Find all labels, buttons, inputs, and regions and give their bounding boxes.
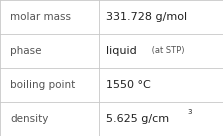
Text: boiling point: boiling point [10,80,75,90]
Text: 331.728 g/mol: 331.728 g/mol [106,12,187,22]
Text: liquid: liquid [106,46,137,56]
Text: phase: phase [10,46,41,56]
Text: (at STP): (at STP) [149,47,184,55]
Text: 3: 3 [187,109,192,115]
Text: 5.625 g/cm: 5.625 g/cm [106,114,169,124]
Text: density: density [10,114,48,124]
Text: 1550 °C: 1550 °C [106,80,151,90]
Text: molar mass: molar mass [10,12,71,22]
